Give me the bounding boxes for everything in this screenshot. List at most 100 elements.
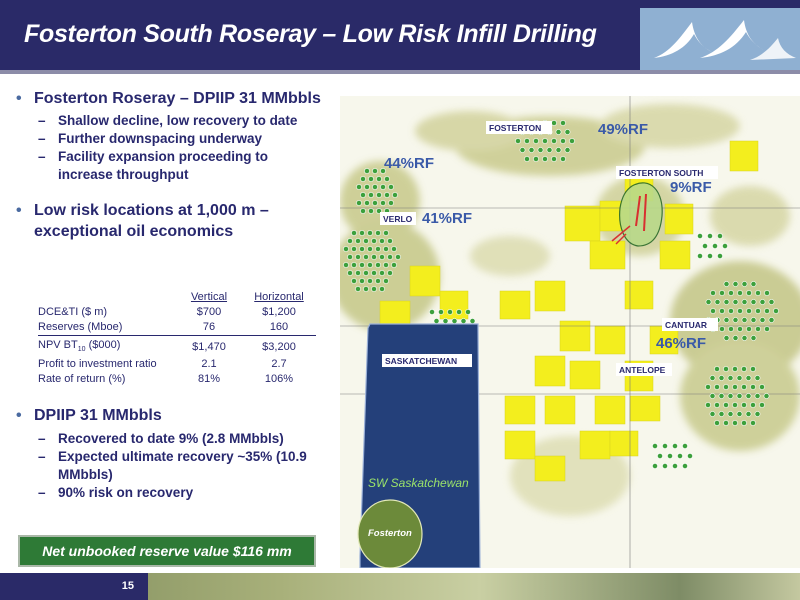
- field-map: FOSTERTON FOSTERTON SOUTH VERLO CANTUAR …: [340, 96, 800, 568]
- well-dot: [714, 299, 721, 305]
- rf-label-fosterton: 49%RF: [598, 121, 648, 138]
- inset-region-label: SW Saskatchewan: [368, 476, 469, 490]
- well-dot: [714, 366, 720, 372]
- well-dot: [741, 402, 747, 408]
- well-dot: [533, 138, 539, 144]
- well-dot: [697, 233, 703, 239]
- well-dot: [705, 384, 711, 390]
- net-unbooked-value-box: Net unbooked reserve value $116 mm: [18, 535, 316, 567]
- well-dot: [754, 375, 761, 381]
- well-dot: [719, 308, 725, 314]
- horizontal-value: $1,200: [262, 306, 296, 318]
- bullet-list: • Fosterton Roseray – DPIIP 31 MMbbls – S…: [14, 88, 326, 242]
- well-dot: [723, 366, 729, 372]
- well-dot: [524, 138, 530, 144]
- horizontal-value: $3,200: [242, 335, 316, 358]
- well-dot: [682, 463, 688, 469]
- well-dot: [376, 192, 382, 198]
- row-label: DCE&TI ($ m): [38, 306, 108, 318]
- well-dot: [718, 411, 725, 417]
- well-dot: [764, 308, 770, 314]
- well-dot: [717, 233, 723, 239]
- well-dot: [759, 299, 766, 305]
- well-dot: [371, 270, 377, 276]
- sub-bullet-item: – Shallow decline, low recovery to date: [38, 113, 298, 128]
- well-dot: [392, 192, 398, 198]
- well-dot: [652, 443, 658, 449]
- well-dot: [718, 375, 725, 381]
- bullet-list-lower: • DPIIP 31 MMbbls – Recovered to date 9% …: [14, 405, 326, 502]
- well-dot: [395, 254, 401, 260]
- well-dot: [351, 230, 357, 236]
- well-dot: [359, 246, 365, 252]
- well-dot: [375, 246, 381, 252]
- well-dot: [569, 138, 575, 144]
- well-dot: [380, 200, 386, 206]
- well-dot: [732, 366, 738, 372]
- sub-bullet-item: – Expected ultimate recovery ~35% (10.9 M…: [38, 449, 307, 482]
- well-dot: [355, 270, 361, 276]
- well-dot: [388, 184, 394, 190]
- well-dot: [723, 402, 729, 408]
- well-dot: [368, 208, 374, 214]
- well-dot: [723, 299, 730, 305]
- well-dot: [662, 443, 668, 449]
- bullet-text: Low risk locations at 1,000 m – exceptio…: [34, 202, 269, 240]
- well-dot: [652, 463, 658, 469]
- well-dot: [555, 129, 562, 135]
- sub-bullet-text: Facility expansion proceeding to increas…: [58, 149, 269, 182]
- well-dot: [515, 138, 521, 144]
- well-dot: [719, 326, 725, 332]
- well-dot: [755, 308, 761, 314]
- well-dot: [384, 192, 390, 198]
- vertical-value: 2.1: [201, 358, 217, 371]
- well-dot: [343, 246, 349, 252]
- well-dot: [551, 156, 557, 162]
- well-dot: [451, 318, 458, 324]
- bullet-dot-icon: •: [16, 407, 22, 424]
- well-dot: [542, 156, 548, 162]
- well-dot: [347, 238, 353, 244]
- well-dot: [433, 318, 440, 324]
- well-dot: [343, 262, 349, 268]
- well-dot: [347, 254, 353, 260]
- horizontal-value: 106%: [264, 373, 294, 386]
- table-row: Profit to investment ratio 2.1 2.7: [38, 357, 316, 372]
- well-dot: [438, 309, 444, 315]
- well-dot: [759, 317, 766, 323]
- sub-bullet-text: 90% risk on recovery: [58, 485, 194, 500]
- well-dot: [709, 393, 716, 399]
- well-dot: [355, 286, 361, 292]
- well-dot: [750, 384, 756, 390]
- well-dot: [741, 335, 748, 341]
- well-dot: [717, 253, 723, 259]
- well-dot: [367, 278, 373, 284]
- well-dot: [379, 286, 385, 292]
- well-dot: [460, 318, 467, 324]
- sub-bullet-text: Further downspacing underway: [58, 131, 263, 146]
- well-dot: [764, 290, 770, 296]
- well-dot: [519, 147, 526, 153]
- sub-bullet-item: – Recovered to date 9% (2.8 MMbbls): [38, 431, 284, 446]
- well-dot: [380, 168, 386, 174]
- well-dot: [360, 176, 366, 182]
- well-dot: [682, 443, 688, 449]
- well-dot: [667, 453, 673, 459]
- well-dot: [707, 253, 713, 259]
- well-dot: [741, 420, 747, 426]
- well-dot: [447, 309, 453, 315]
- well-dot: [750, 281, 757, 287]
- well-dot: [722, 243, 728, 249]
- well-dot: [363, 254, 369, 260]
- well-dot: [763, 393, 770, 399]
- well-dot: [537, 147, 544, 153]
- well-dot: [714, 420, 720, 426]
- well-dot: [355, 254, 361, 260]
- well-dot: [372, 200, 378, 206]
- header-rule: [0, 70, 800, 74]
- well-dot: [383, 230, 389, 236]
- well-dot: [750, 335, 757, 341]
- well-dot: [379, 238, 385, 244]
- well-dot: [360, 192, 366, 198]
- well-dot: [542, 138, 548, 144]
